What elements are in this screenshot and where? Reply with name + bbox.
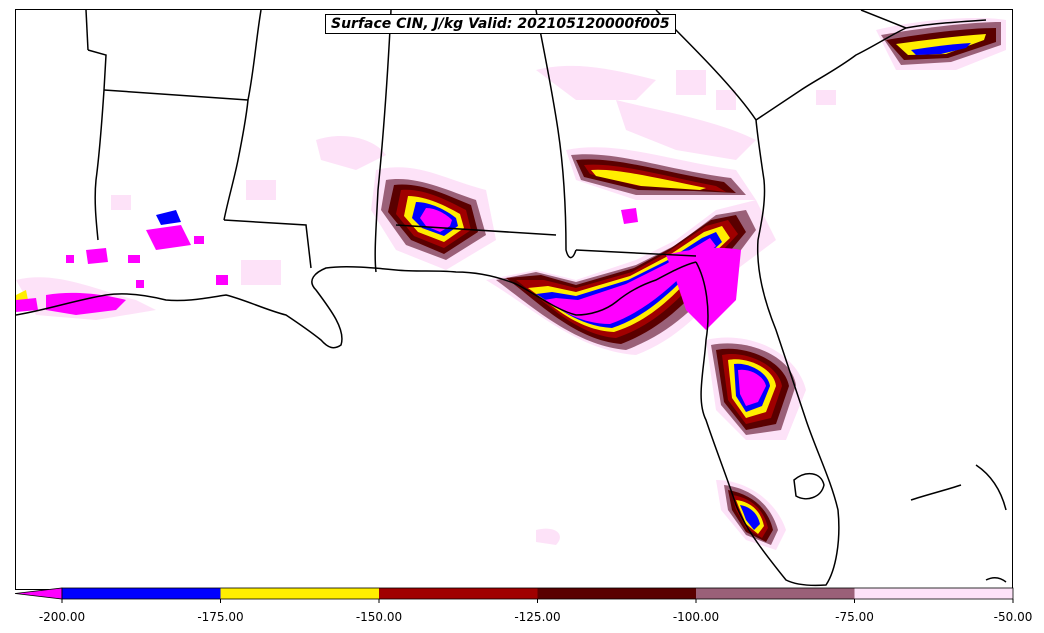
colorbar-tick-label: -150.00: [355, 610, 403, 624]
colorbar-bin-1: [220, 588, 379, 599]
boundaries: [16, 10, 1007, 587]
map-title: Surface CIN, J/kg Valid: 202105120000f00…: [325, 14, 676, 34]
colorbar-bin-3: [537, 588, 696, 599]
colorbar-tick-label: -75.00: [835, 610, 874, 624]
colorbar-extend-min: [14, 587, 63, 600]
colorbar-bin-0: [62, 588, 221, 599]
colorbar-tick-label: -175.00: [197, 610, 244, 624]
colorbar-tick-label: -125.00: [514, 610, 561, 624]
colorbar-bin-4: [696, 588, 855, 599]
map-panel: [15, 9, 1013, 590]
colorbar-tick-label: -200.00: [38, 610, 86, 624]
colorbar-tick-label: -50.00: [993, 610, 1033, 624]
cin-map: [16, 10, 1007, 587]
colorbar-bin-5: [854, 588, 1013, 599]
colorbar-tick-label: -100.00: [672, 610, 720, 624]
colorbar-bin-2: [379, 588, 538, 599]
